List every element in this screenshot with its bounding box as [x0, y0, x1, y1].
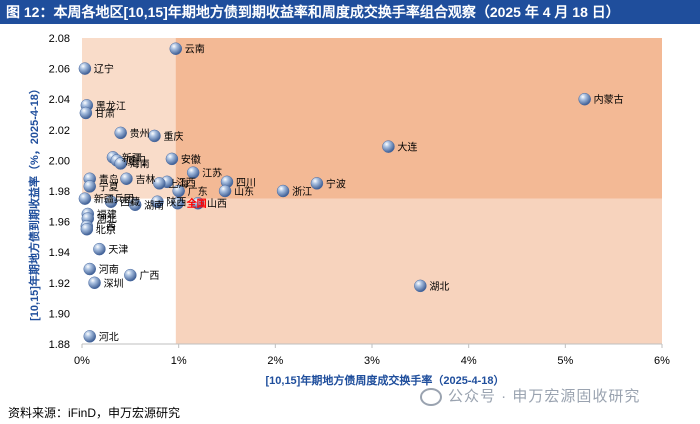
data-point-label: 浙江 — [292, 186, 312, 198]
data-point-label: 内蒙古 — [594, 93, 624, 106]
y-tick-label: 2.04 — [49, 94, 70, 106]
data-point-label: 甘肃 — [95, 107, 115, 120]
data-point-label: 辽宁 — [94, 63, 114, 76]
data-point-label: 大连 — [397, 141, 417, 154]
data-point — [78, 192, 92, 205]
data-point-label: 黑龙江 — [96, 99, 126, 112]
y-tick-label: 2.00 — [49, 155, 70, 167]
data-point — [80, 223, 94, 236]
data-point — [114, 157, 127, 170]
data-point — [165, 152, 179, 166]
data-point — [114, 126, 127, 140]
x-tick-label: 5% — [557, 355, 573, 367]
data-point-label: 河南 — [99, 263, 119, 276]
data-point — [88, 276, 101, 290]
scatter-chart: 1.88 1.90 1.92 1.94 1.96 1.98 2.00 2.02 2.04 2.06… — [27, 33, 670, 387]
data-point — [276, 184, 290, 198]
data-point — [79, 106, 93, 120]
data-point-label: 重庆 — [164, 130, 184, 143]
x-tick-label: 4% — [461, 355, 477, 367]
data-point — [148, 129, 161, 143]
data-point — [104, 195, 118, 208]
data-point-label: 河北 — [99, 331, 119, 343]
y-tick-label: 1.88 — [49, 339, 70, 351]
y-tick-label: 1.92 — [49, 278, 70, 290]
data-point — [186, 166, 200, 179]
data-point — [83, 262, 96, 276]
data-point-label: 上海 — [168, 177, 188, 190]
data-point-label: 宁夏 — [99, 180, 119, 193]
quadrant-top-left — [82, 38, 176, 199]
data-point — [78, 62, 92, 75]
data-point — [414, 279, 427, 293]
data-point — [171, 196, 184, 210]
data-point-label: 江西 — [176, 177, 196, 189]
y-tick-label: 2.08 — [49, 33, 70, 45]
x-tick-label: 3% — [364, 355, 380, 367]
x-tick-label: 2% — [267, 355, 283, 367]
data-point-label: 福建 — [97, 208, 117, 221]
data-point — [120, 172, 133, 186]
source-note: 资料来源：iFinD，申万宏源研究 — [8, 406, 181, 420]
data-point-label: 贵州 — [130, 127, 150, 140]
data-point-label: 天津 — [108, 244, 128, 256]
data-point-label: 新疆 — [122, 151, 142, 164]
data-point-label: 河北 — [97, 214, 117, 226]
y-tick-label: 2.06 — [49, 64, 70, 76]
y-tick-label: 1.94 — [49, 247, 70, 259]
quadrant-bottom-right — [175, 198, 662, 344]
data-point-label: 江苏 — [202, 167, 222, 180]
data-point-label: 青岛 — [99, 173, 119, 186]
data-point-label: 海南 — [130, 157, 150, 170]
data-point-label: 湖北 — [429, 281, 449, 293]
wechat-icon — [420, 388, 442, 407]
data-point — [218, 184, 232, 198]
watermark: 公众号 · 申万宏源固收研究 — [420, 385, 641, 407]
data-point-label: 云南 — [185, 43, 205, 56]
data-point-label: 北京 — [96, 223, 116, 236]
data-point-label: 新疆兵团 — [94, 193, 134, 206]
data-point-label: 广西 — [139, 270, 159, 282]
data-point-label: 山西 — [207, 198, 227, 210]
x-tick-label: 0% — [74, 355, 90, 367]
figure-title: 图 12：本周各地区[10,15]年期地方债到期收益率和周度成交换手率组合观察（… — [0, 0, 700, 24]
data-point — [93, 242, 106, 256]
data-point-label: 宁波 — [326, 177, 346, 190]
quadrant-top-right — [175, 38, 662, 199]
data-point — [310, 177, 324, 190]
data-point — [124, 268, 137, 282]
x-axis-label: [10,15]年期地方债周度成交换手率（2025-4-18） — [265, 373, 504, 387]
data-point-label: 厦门 — [126, 154, 146, 167]
x-tick-label: 1% — [171, 355, 187, 367]
data-point-label: 广西 — [96, 221, 116, 233]
data-point — [83, 330, 96, 343]
data-point-label: 深圳 — [104, 278, 124, 290]
data-point — [151, 195, 164, 208]
y-tick-label: 1.90 — [49, 308, 70, 320]
data-point — [153, 177, 166, 190]
x-tick-label: 6% — [654, 355, 670, 367]
y-tick-label: 1.98 — [49, 186, 70, 198]
data-point — [128, 198, 142, 212]
data-point-label: 山东 — [234, 185, 254, 198]
y-tick-label: 1.96 — [49, 217, 70, 229]
data-point — [578, 92, 591, 106]
data-point — [382, 140, 395, 153]
data-point — [172, 184, 185, 198]
data-point-label: 湖南 — [144, 199, 164, 212]
data-point-label: 安徽 — [181, 153, 201, 166]
data-point-label: 西藏 — [120, 197, 140, 209]
data-point-label: 广东 — [188, 185, 208, 198]
data-point — [83, 180, 96, 193]
data-point-label: 吉林 — [135, 173, 155, 186]
y-tick-label: 2.02 — [49, 125, 70, 137]
data-point-label: 全国 — [186, 197, 207, 210]
y-axis-label: [10,15]年期地方债到期收益率（%，2025-4-18） — [27, 83, 41, 321]
data-point — [191, 196, 205, 210]
data-point-label: 四川 — [236, 178, 256, 189]
watermark-text: 公众号 · 申万宏源固收研究 — [448, 388, 641, 405]
chart-area: 1.88 1.90 1.92 1.94 1.96 1.98 2.00 2.02 2.04 2.06… — [0, 26, 700, 396]
data-point-label: 陕西 — [166, 196, 186, 209]
data-point — [169, 42, 183, 55]
